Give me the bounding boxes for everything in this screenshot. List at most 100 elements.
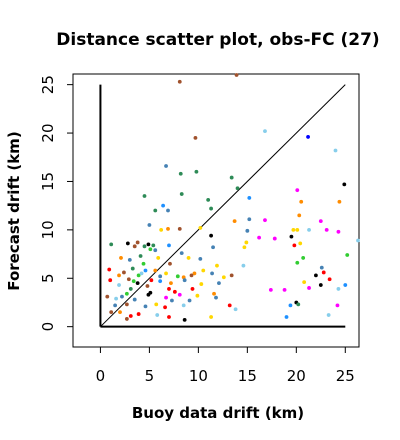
x-tick-label: 25 — [336, 367, 355, 385]
data-point — [124, 317, 129, 321]
data-point — [167, 287, 171, 291]
x-tick-label: 5 — [145, 367, 155, 385]
data-point — [209, 233, 214, 238]
data-point — [291, 227, 296, 232]
data-point — [164, 271, 168, 276]
data-point — [233, 307, 238, 312]
data-point — [148, 247, 153, 252]
data-point — [166, 226, 170, 231]
data-point — [143, 268, 148, 273]
data-point — [177, 79, 182, 84]
data-point — [189, 273, 194, 278]
plot-frame — [72, 73, 360, 348]
data-point — [324, 227, 329, 232]
data-point — [126, 277, 131, 282]
data-point — [241, 263, 246, 268]
data-point — [181, 275, 186, 280]
data-point — [128, 287, 133, 291]
data-point — [190, 287, 195, 291]
data-point — [318, 219, 323, 224]
data-point — [182, 278, 187, 283]
data-point — [235, 186, 240, 191]
x-axis-label: Buoy data drift (km) — [132, 404, 304, 422]
data-point — [108, 278, 113, 283]
reference-lines — [99, 84, 346, 328]
data-point — [247, 196, 252, 200]
data-point — [177, 292, 182, 297]
data-point — [212, 291, 216, 296]
data-point — [227, 303, 232, 308]
data-point — [206, 197, 211, 202]
data-point — [154, 302, 159, 307]
data-point — [327, 277, 332, 282]
data-point — [163, 305, 167, 310]
x-tick-label: 10 — [189, 367, 208, 385]
data-point — [113, 303, 118, 308]
data-point — [167, 315, 171, 319]
data-point — [125, 241, 130, 246]
data-point — [136, 312, 141, 316]
data-point — [175, 274, 180, 279]
data-point — [345, 253, 350, 257]
data-point — [195, 293, 200, 298]
data-point — [299, 199, 304, 204]
data-point — [146, 292, 151, 297]
data-point — [181, 303, 186, 308]
data-point — [145, 284, 150, 288]
y-axis-label: Forecast drift (km) — [5, 131, 23, 290]
data-point — [187, 298, 192, 303]
data-point — [319, 265, 324, 270]
data-point — [118, 310, 122, 315]
x-tick-label: 0 — [96, 367, 106, 385]
y-tick-label: 0 — [39, 322, 57, 332]
data-point — [198, 257, 203, 261]
data-point — [295, 188, 300, 193]
data-point — [288, 303, 293, 308]
data-point — [211, 245, 215, 250]
x-axis: 0 5 10 15 20 25 — [96, 347, 355, 385]
data-point — [268, 287, 273, 292]
data-point — [342, 182, 347, 187]
data-point — [194, 169, 199, 174]
data-point — [172, 289, 177, 294]
data-point — [153, 268, 158, 273]
diagonal-line — [100, 84, 346, 328]
x-tick-label: 20 — [287, 367, 306, 385]
data-point — [120, 294, 124, 299]
data-point — [263, 218, 267, 223]
data-point — [302, 280, 307, 285]
data-point — [307, 286, 311, 290]
data-point — [337, 199, 342, 204]
data-point — [142, 194, 147, 198]
data-point — [295, 227, 300, 232]
data-point — [142, 244, 147, 249]
data-point — [186, 256, 191, 260]
data-point — [109, 310, 114, 315]
data-point — [107, 267, 112, 272]
data-point — [139, 271, 144, 276]
data-point — [326, 313, 331, 317]
data-point — [292, 243, 297, 248]
data-point — [109, 242, 114, 247]
data-point — [215, 263, 219, 268]
data-point — [132, 244, 137, 249]
data-point — [198, 226, 203, 230]
data-point — [217, 281, 221, 286]
data-point — [209, 206, 214, 211]
data-point — [170, 298, 174, 303]
y-tick-label: 5 — [39, 273, 57, 283]
data-point — [296, 302, 301, 307]
data-point — [201, 268, 206, 273]
data-point — [214, 295, 218, 300]
data-point — [272, 236, 277, 241]
y-axis: 0 5 10 15 20 25 — [39, 75, 73, 331]
data-point — [321, 270, 326, 275]
data-point — [124, 291, 129, 296]
data-point — [244, 240, 249, 245]
data-point — [301, 256, 306, 260]
data-point — [263, 129, 267, 134]
data-point — [247, 217, 252, 222]
data-point — [210, 271, 214, 276]
data-point — [143, 304, 148, 309]
data-point — [158, 279, 163, 284]
